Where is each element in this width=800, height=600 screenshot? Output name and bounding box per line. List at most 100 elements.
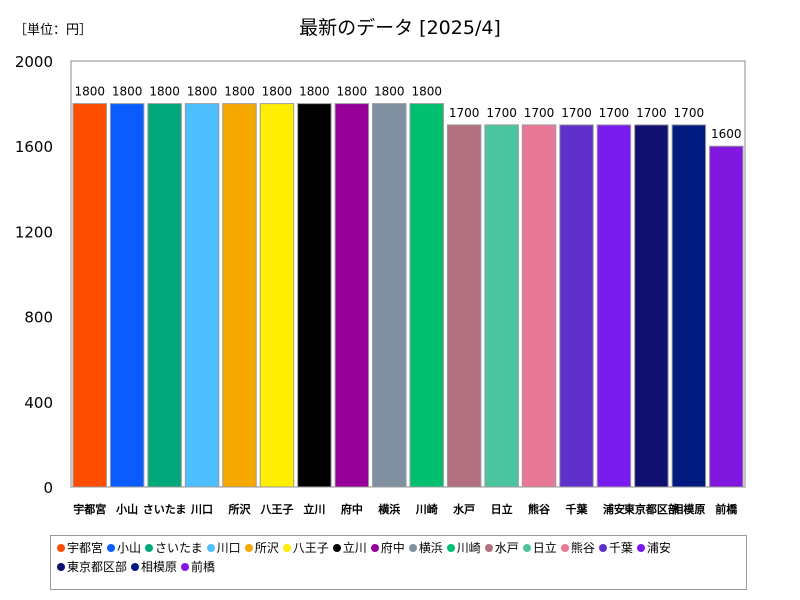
x-tick-label: さいたま [143,503,187,516]
y-tick-label: 1600 [15,138,53,156]
legend-item: 千葉 [598,539,633,558]
legend-label: 立川 [342,541,367,555]
legend-swatch [206,544,215,552]
data-label: 1700 [561,106,592,120]
data-label: 1800 [411,85,442,99]
data-label: 1700 [674,106,705,120]
legend-label: 小山 [117,541,142,555]
x-tick-label: 立川 [303,502,325,516]
plot-area [70,60,746,488]
bar [259,103,295,488]
legend-label: 川口 [216,541,241,555]
x-tick-label: 所沢 [229,502,252,516]
x-tick-label: 浦安 [603,502,625,516]
legend-label: 前橋 [191,560,216,574]
legend-label: 東京都区部 [67,560,128,574]
data-label: 1700 [524,106,555,120]
bar [484,124,519,488]
legend-swatch [282,544,291,552]
bar [334,103,370,488]
data-label: 1800 [262,85,293,99]
data-label: 1800 [224,85,255,99]
legend-item: 川口 [206,539,241,558]
x-tick-label: 府中 [341,502,363,516]
data-label: 1800 [149,85,180,99]
bars [72,103,744,488]
legend-swatch [145,544,154,552]
legend-swatch [560,544,569,552]
bar [372,103,407,488]
legend-item: 所沢 [244,539,279,558]
legend-swatch [446,544,455,552]
data-label: 1800 [187,85,218,99]
legend-item: 熊谷 [560,539,595,558]
legend-swatch [598,544,607,552]
x-tick-label: 前橋 [715,502,738,516]
legend-item: 水戸 [484,539,519,558]
x-tick-label: 川口 [190,503,213,516]
legend-item: 立川 [332,539,367,558]
value-labels: 1800 1800 1800 1800 1800 1800 1800 1800 1800 1800… [74,85,741,142]
y-tick-label: 400 [24,394,53,412]
bar [147,103,182,488]
legend-swatch [408,544,417,552]
legend-swatch [131,563,140,571]
x-axis: 宇都宮 小山 さいたま 川口 所沢 八王子 立川 府中 横浜 川崎 水戸 日立 熊谷 千葉 浦安東京都区部相… [73,502,738,516]
x-tick-label: 小山 [115,502,138,516]
legend-item: 東京都区部 [57,558,127,577]
legend-item: 小山 [107,539,141,558]
legend-item: 宇都宮 [57,539,103,558]
legend-label: 所沢 [254,541,279,555]
legend-label: 川崎 [456,541,481,555]
data-label: 1700 [599,106,630,120]
data-label: 1600 [711,127,742,141]
x-tick-label: 熊谷 [528,502,551,516]
legend-swatch [57,563,65,571]
x-tick-label: 水戸 [453,502,475,516]
legend-label: 水戸 [494,541,519,555]
legend-swatch [57,544,65,552]
legend-item: 横浜 [408,539,443,558]
x-tick-label: 千葉 [566,502,589,516]
bar [184,103,220,488]
bar [72,103,107,488]
legend-swatch [107,544,116,552]
data-label: 1700 [486,106,517,120]
data-label: 1800 [299,85,330,99]
y-tick-label: 0 [43,479,53,497]
legend-item: 日立 [522,539,557,558]
data-label: 1700 [449,106,480,120]
bar [596,124,632,488]
legend-label: さいたま [155,541,203,555]
legend-label: 千葉 [608,541,633,555]
data-label: 1800 [374,85,405,99]
legend-label: 熊谷 [570,541,595,555]
unit-label: ［単位：円］ [14,22,92,38]
chart-title: 最新のデータ [2025/4] [299,17,501,39]
data-label: 1800 [337,85,368,99]
legend-label: 横浜 [418,541,443,555]
legend-label: 府中 [380,541,405,555]
y-tick-label: 1200 [15,223,53,241]
y-tick-label: 800 [24,309,53,327]
legend-swatch [181,563,190,571]
data-label: 1800 [74,85,105,99]
x-tick-label: 川崎 [415,502,438,516]
legend-label: 八王子 [292,541,329,555]
x-tick-label: 東京都区部 [624,502,679,516]
bar [521,124,557,488]
legend-item: 府中 [370,539,405,558]
legend-swatch [484,544,493,552]
x-tick-label: 日立 [491,502,513,516]
y-tick-label: 2000 [15,53,53,71]
legend-label: 宇都宮 [67,541,104,555]
legend-label: 相模原 [141,560,178,574]
legend-swatch [244,544,253,552]
x-tick-label: 八王子 [259,503,293,516]
legend-swatch [370,544,379,552]
bar [559,124,594,488]
bar [709,145,744,488]
y-axis: 0 400 800 1200 1600 2000 [15,53,53,497]
bar [222,103,257,488]
